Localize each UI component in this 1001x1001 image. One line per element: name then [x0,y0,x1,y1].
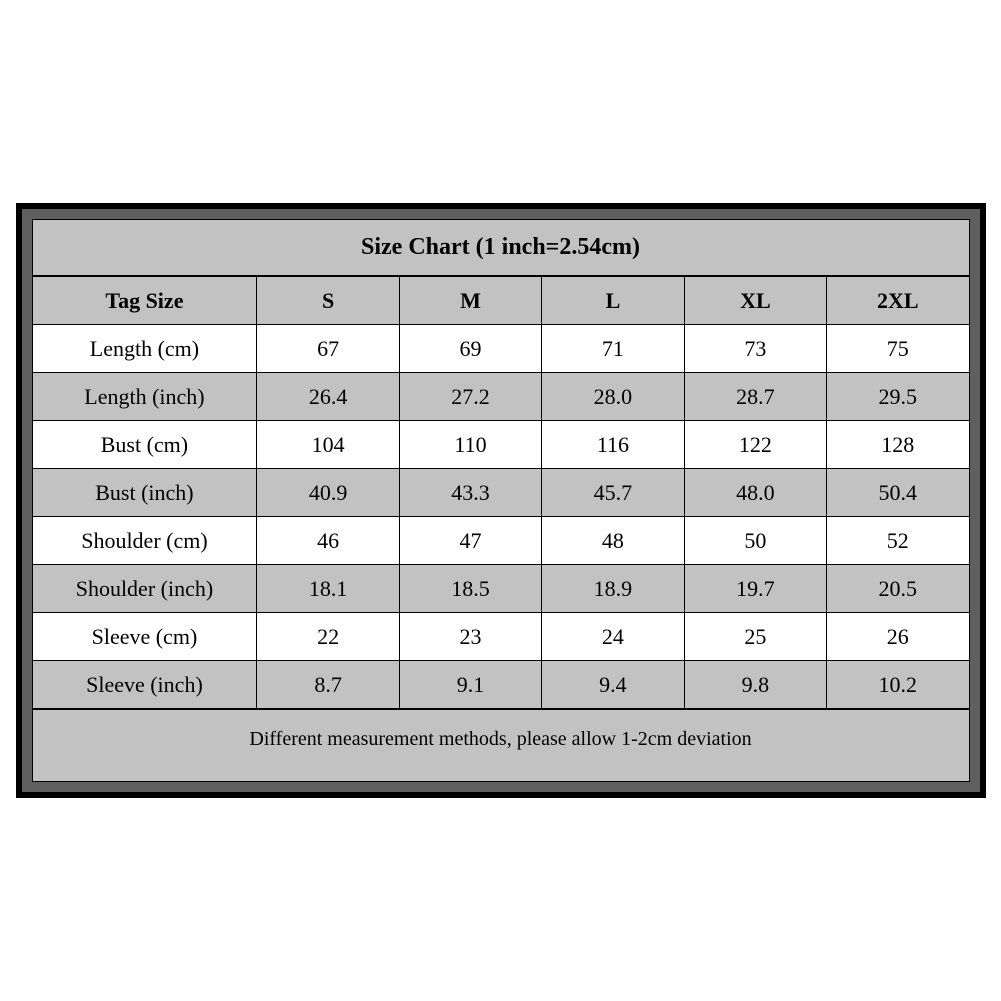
table-row: Sleeve (inch) 8.7 9.1 9.4 9.8 10.2 [32,661,969,709]
table-cell: 29.5 [827,373,969,421]
table-cell: 25 [684,613,826,661]
table-cell: 73 [684,325,826,373]
row-label: Bust (inch) [32,469,257,517]
column-header: M [399,277,541,325]
table-cell: 75 [827,325,969,373]
table-cell: 128 [827,421,969,469]
table-cell: 43.3 [399,469,541,517]
row-label: Shoulder (inch) [32,565,257,613]
size-chart-container: Size Chart (1 inch=2.54cm) Tag Size S M … [16,203,986,798]
table-row: Bust (inch) 40.9 43.3 45.7 48.0 50.4 [32,469,969,517]
column-header: Tag Size [32,277,257,325]
table-cell: 45.7 [542,469,684,517]
column-header: 2XL [827,277,969,325]
table-cell: 71 [542,325,684,373]
table-row: Bust (cm) 104 110 116 122 128 [32,421,969,469]
table-cell: 28.0 [542,373,684,421]
table-cell: 22 [257,613,399,661]
table-cell: 46 [257,517,399,565]
table-cell: 18.5 [399,565,541,613]
table-cell: 8.7 [257,661,399,709]
table-cell: 116 [542,421,684,469]
table-cell: 52 [827,517,969,565]
table-cell: 69 [399,325,541,373]
row-label: Sleeve (cm) [32,613,257,661]
table-cell: 122 [684,421,826,469]
table-cell: 24 [542,613,684,661]
table-cell: 10.2 [827,661,969,709]
table-cell: 26 [827,613,969,661]
table-cell: 20.5 [827,565,969,613]
table-cell: 50 [684,517,826,565]
table-cell: 9.1 [399,661,541,709]
chart-footer-note: Different measurement methods, please al… [32,709,970,782]
table-cell: 27.2 [399,373,541,421]
row-label: Length (inch) [32,373,257,421]
table-cell: 19.7 [684,565,826,613]
table-cell: 48.0 [684,469,826,517]
table-cell: 9.4 [542,661,684,709]
row-label: Length (cm) [32,325,257,373]
table-cell: 18.9 [542,565,684,613]
column-header: S [257,277,399,325]
row-label: Sleeve (inch) [32,661,257,709]
column-header: XL [684,277,826,325]
table-cell: 26.4 [257,373,399,421]
table-cell: 40.9 [257,469,399,517]
table-cell: 18.1 [257,565,399,613]
table-cell: 67 [257,325,399,373]
table-row: Sleeve (cm) 22 23 24 25 26 [32,613,969,661]
table-row: Length (cm) 67 69 71 73 75 [32,325,969,373]
table-cell: 110 [399,421,541,469]
table-cell: 50.4 [827,469,969,517]
table-cell: 47 [399,517,541,565]
table-row: Shoulder (inch) 18.1 18.5 18.9 19.7 20.5 [32,565,969,613]
table-cell: 48 [542,517,684,565]
table-cell: 104 [257,421,399,469]
row-label: Shoulder (cm) [32,517,257,565]
table-row: Shoulder (cm) 46 47 48 50 52 [32,517,969,565]
table-cell: 23 [399,613,541,661]
size-chart-table: Tag Size S M L XL 2XL Length (cm) 67 69 … [32,276,970,709]
table-row: Length (inch) 26.4 27.2 28.0 28.7 29.5 [32,373,969,421]
table-header-row: Tag Size S M L XL 2XL [32,277,969,325]
table-cell: 28.7 [684,373,826,421]
row-label: Bust (cm) [32,421,257,469]
table-cell: 9.8 [684,661,826,709]
chart-title: Size Chart (1 inch=2.54cm) [32,219,970,276]
column-header: L [542,277,684,325]
